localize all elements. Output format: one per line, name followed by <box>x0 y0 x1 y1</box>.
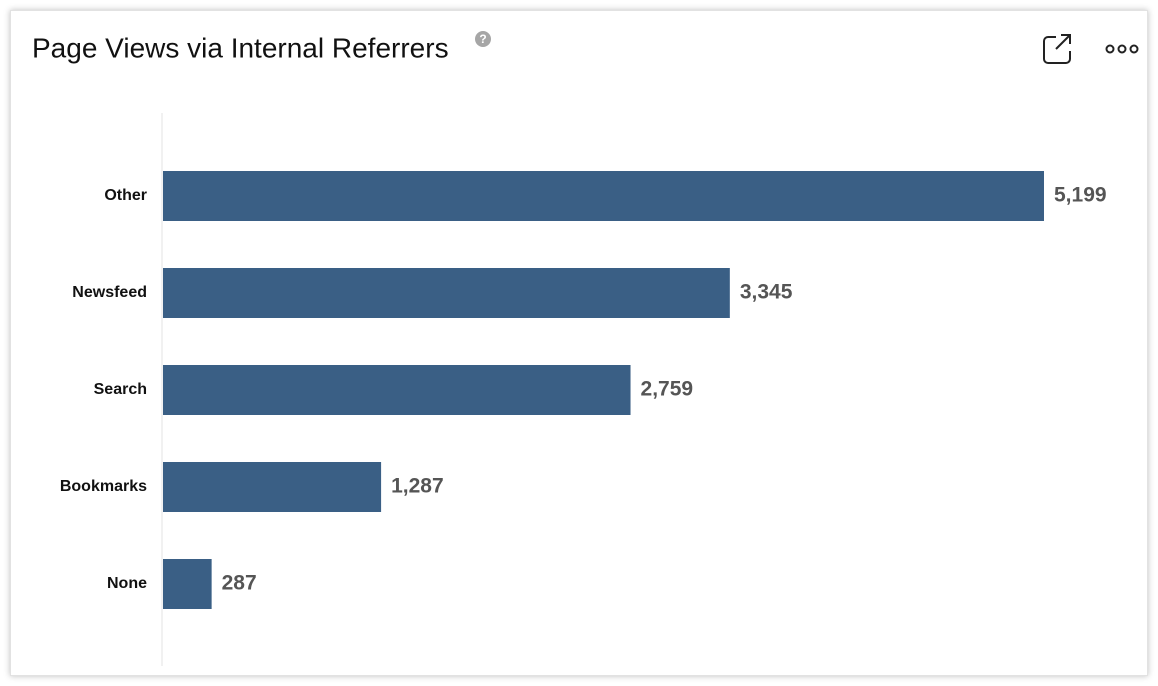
svg-text:?: ? <box>479 32 486 46</box>
y-tick-label: Search <box>94 381 147 398</box>
data-label: 3,345 <box>740 281 793 304</box>
bar <box>163 171 1044 221</box>
help-icon[interactable]: ? <box>475 31 491 47</box>
more-menu-icon[interactable] <box>1105 44 1139 54</box>
data-label: 5,199 <box>1054 184 1107 207</box>
bar <box>163 559 212 609</box>
y-tick-label: Bookmarks <box>60 478 147 495</box>
y-tick-label: Other <box>104 187 147 204</box>
chart-title: Page Views via Internal Referrers <box>32 32 449 63</box>
bar <box>163 268 730 318</box>
data-label: 2,759 <box>641 378 694 401</box>
open-external-icon[interactable] <box>1043 34 1071 64</box>
data-label: 1,287 <box>391 475 444 498</box>
bar <box>163 365 631 415</box>
data-label: 287 <box>222 572 257 595</box>
y-tick-label: None <box>107 575 147 592</box>
y-tick-label: Newsfeed <box>72 284 147 301</box>
bar <box>163 462 382 512</box>
